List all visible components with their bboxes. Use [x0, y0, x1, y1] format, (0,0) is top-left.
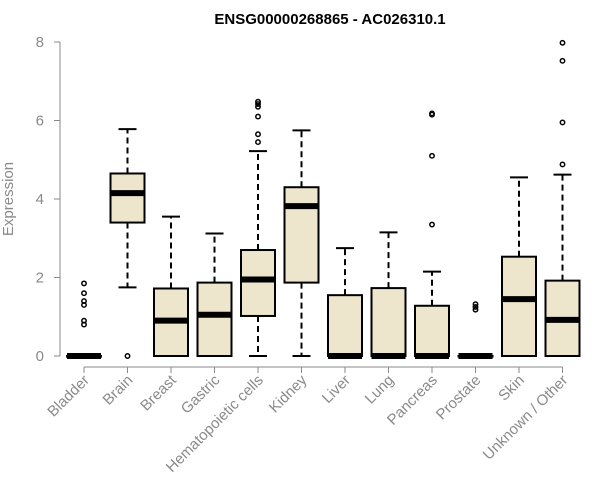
y-tick-label: 4	[36, 191, 44, 208]
outlier-point	[559, 119, 566, 126]
box-group	[240, 98, 276, 357]
outlier-point	[255, 139, 261, 146]
x-tick-label: Kidney	[266, 371, 311, 416]
y-axis-title: Expression	[0, 162, 17, 236]
box	[196, 281, 233, 358]
x-tick-label: Breast	[137, 371, 180, 414]
y-tick-label: 2	[36, 270, 44, 287]
box-group	[327, 247, 363, 359]
outlier-point	[255, 131, 261, 138]
y-tick-label: 8	[36, 34, 44, 51]
box-group	[153, 215, 189, 357]
outlier-point	[81, 290, 87, 297]
outlier-point	[81, 317, 87, 324]
box-group	[457, 301, 494, 359]
outlier-point	[559, 161, 566, 168]
box-group	[501, 176, 537, 358]
outlier-point	[124, 353, 131, 359]
y-tick-label: 6	[36, 113, 44, 130]
outlier-point	[429, 221, 435, 228]
box	[240, 249, 276, 317]
box-group	[283, 129, 320, 357]
chart-title: ENSG00000268865 - AC026310.1	[214, 11, 445, 28]
box	[370, 287, 407, 357]
outlier-point	[429, 152, 435, 159]
outlier-point	[81, 280, 87, 287]
box	[109, 172, 146, 224]
outlier-point	[255, 113, 261, 120]
outlier-point	[81, 298, 87, 304]
outlier-point	[429, 110, 435, 117]
box-group	[414, 110, 450, 359]
outlier-point	[255, 98, 261, 105]
outlier-point	[559, 39, 566, 46]
x-tick-label: Prostate	[433, 372, 485, 424]
box	[501, 255, 537, 358]
outlier-point	[472, 303, 479, 310]
box-group	[544, 39, 581, 358]
y-tick-label: 0	[36, 348, 44, 365]
x-tick-label: Brain	[100, 372, 137, 409]
box	[283, 186, 320, 284]
x-tick-label: Skin	[495, 372, 528, 405]
box-group	[370, 231, 407, 359]
plot-area	[66, 39, 581, 359]
outlier-point	[255, 101, 261, 107]
x-tick-label: Bladder	[44, 372, 93, 421]
y-axis: 0 2 4 6 8	[36, 34, 61, 365]
box-group	[196, 232, 233, 358]
box-group	[66, 280, 102, 359]
box-group	[109, 128, 146, 359]
outlier-point	[472, 301, 479, 308]
outlier-point	[472, 306, 479, 313]
outlier-point	[559, 57, 566, 64]
box	[327, 294, 363, 358]
x-tick-label: Lung	[362, 372, 398, 408]
x-tick-label: Liver	[319, 372, 354, 407]
box	[414, 304, 450, 358]
